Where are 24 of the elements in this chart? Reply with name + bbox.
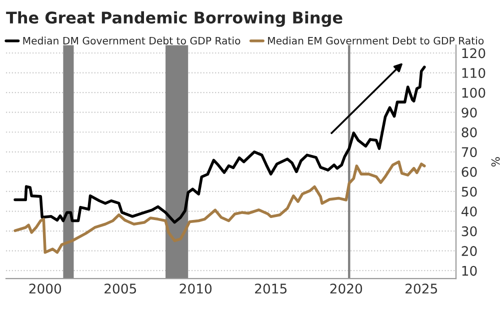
y-tick-label: 50 (462, 186, 477, 197)
x-tick-label: 2020 (330, 284, 362, 294)
legend-label: Median EM Government Debt to GDP Ratio (268, 36, 484, 45)
legend-label: Median DM Government Debt to GDP Ratio (23, 36, 240, 45)
y-tick-label: 60 (462, 166, 477, 177)
y-tick-label: 110 (462, 68, 486, 78)
y-tick-label: 20 (462, 246, 477, 256)
y-axis-title: % (491, 157, 500, 166)
y-tick-label: 120 (462, 48, 486, 58)
y-tick-label: 80 (462, 127, 477, 138)
x-tick-label: 2025 (406, 284, 438, 294)
y-tick-label: 40 (462, 206, 477, 216)
chart-title: The Great Pandemic Borrowing Binge (6, 11, 342, 27)
y-tick-label: 100 (462, 88, 486, 98)
y-tick-label: 30 (462, 226, 477, 236)
line-series (14, 160, 426, 254)
x-tick-label: 2010 (180, 284, 212, 294)
line-series (14, 66, 426, 224)
x-tick-label: 2000 (29, 284, 62, 294)
y-tick-label: 10 (462, 266, 477, 276)
x-tick-label: 2005 (104, 284, 136, 294)
y-tick-label: 90 (462, 108, 477, 118)
x-tick-label: 2015 (255, 284, 287, 294)
y-tick-label: 70 (462, 147, 477, 158)
